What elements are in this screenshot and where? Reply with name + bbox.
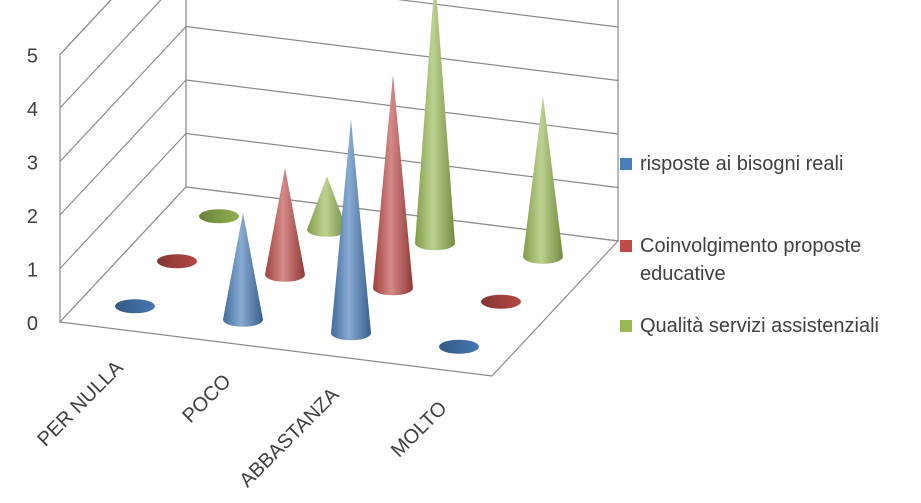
chart-walls — [59, 0, 619, 324]
cone-body — [415, 0, 455, 251]
cone-base-zero — [439, 339, 479, 354]
x-tick-label: POCO — [178, 370, 235, 427]
x-axis-ticks: PER NULLA POCO ABBASTANZA MOLTO — [33, 356, 451, 491]
cone-mark — [157, 254, 197, 269]
x-tick-label: PER NULLA — [33, 356, 128, 451]
cone-body — [523, 96, 563, 264]
cone-mark — [439, 339, 479, 354]
cone-body — [331, 119, 371, 341]
cone-body — [307, 176, 347, 237]
legend-swatch — [620, 158, 632, 170]
cone-mark — [415, 0, 455, 251]
legend-item: Qualità servizi assistenziali — [620, 312, 879, 340]
cone-mark — [373, 74, 413, 296]
cone-mark — [199, 209, 239, 224]
y-tick-label: 1 — [27, 260, 38, 282]
cone-mark — [307, 176, 347, 237]
y-axis-ticks: 0 1 2 3 4 5 — [27, 46, 38, 336]
cone-base-zero — [199, 209, 239, 224]
cone-base-zero — [481, 294, 521, 309]
legend-swatch — [620, 240, 632, 252]
gridline — [59, 132, 619, 269]
gridline — [59, 79, 619, 216]
gridline — [59, 0, 112, 55]
cones — [115, 0, 563, 354]
cone-mark — [331, 119, 371, 341]
cone-mark — [115, 299, 155, 314]
cone-mark — [481, 294, 521, 309]
cone-base-zero — [157, 254, 197, 269]
y-tick-label: 4 — [27, 99, 38, 121]
legend-item: risposte ai bisogni reali — [620, 150, 843, 178]
cone-mark — [523, 96, 563, 264]
legend-item: Coinvolgimento proposte educative — [620, 232, 920, 288]
legend-label: Qualità servizi assistenziali — [640, 315, 879, 337]
y-tick-label: 3 — [27, 153, 38, 175]
cone-mark — [265, 167, 305, 282]
legend-label: risposte ai bisogni reali — [640, 153, 844, 175]
cone-body — [373, 74, 413, 296]
legend-swatch — [620, 320, 632, 332]
gridline — [59, 0, 619, 109]
x-tick-label: ABBASTANZA — [236, 383, 344, 491]
cone-base-zero — [115, 299, 155, 314]
y-tick-label: 0 — [27, 313, 38, 335]
cone-body — [223, 212, 263, 327]
y-tick-label: 5 — [27, 46, 38, 68]
gridlines — [59, 0, 619, 269]
y-tick-label: 2 — [27, 206, 38, 228]
gridline — [59, 25, 619, 162]
cone-body — [265, 167, 305, 282]
legend-label: Coinvolgimento proposte educative — [640, 235, 862, 285]
cone-mark — [223, 212, 263, 327]
x-tick-label: MOLTO — [387, 397, 452, 462]
